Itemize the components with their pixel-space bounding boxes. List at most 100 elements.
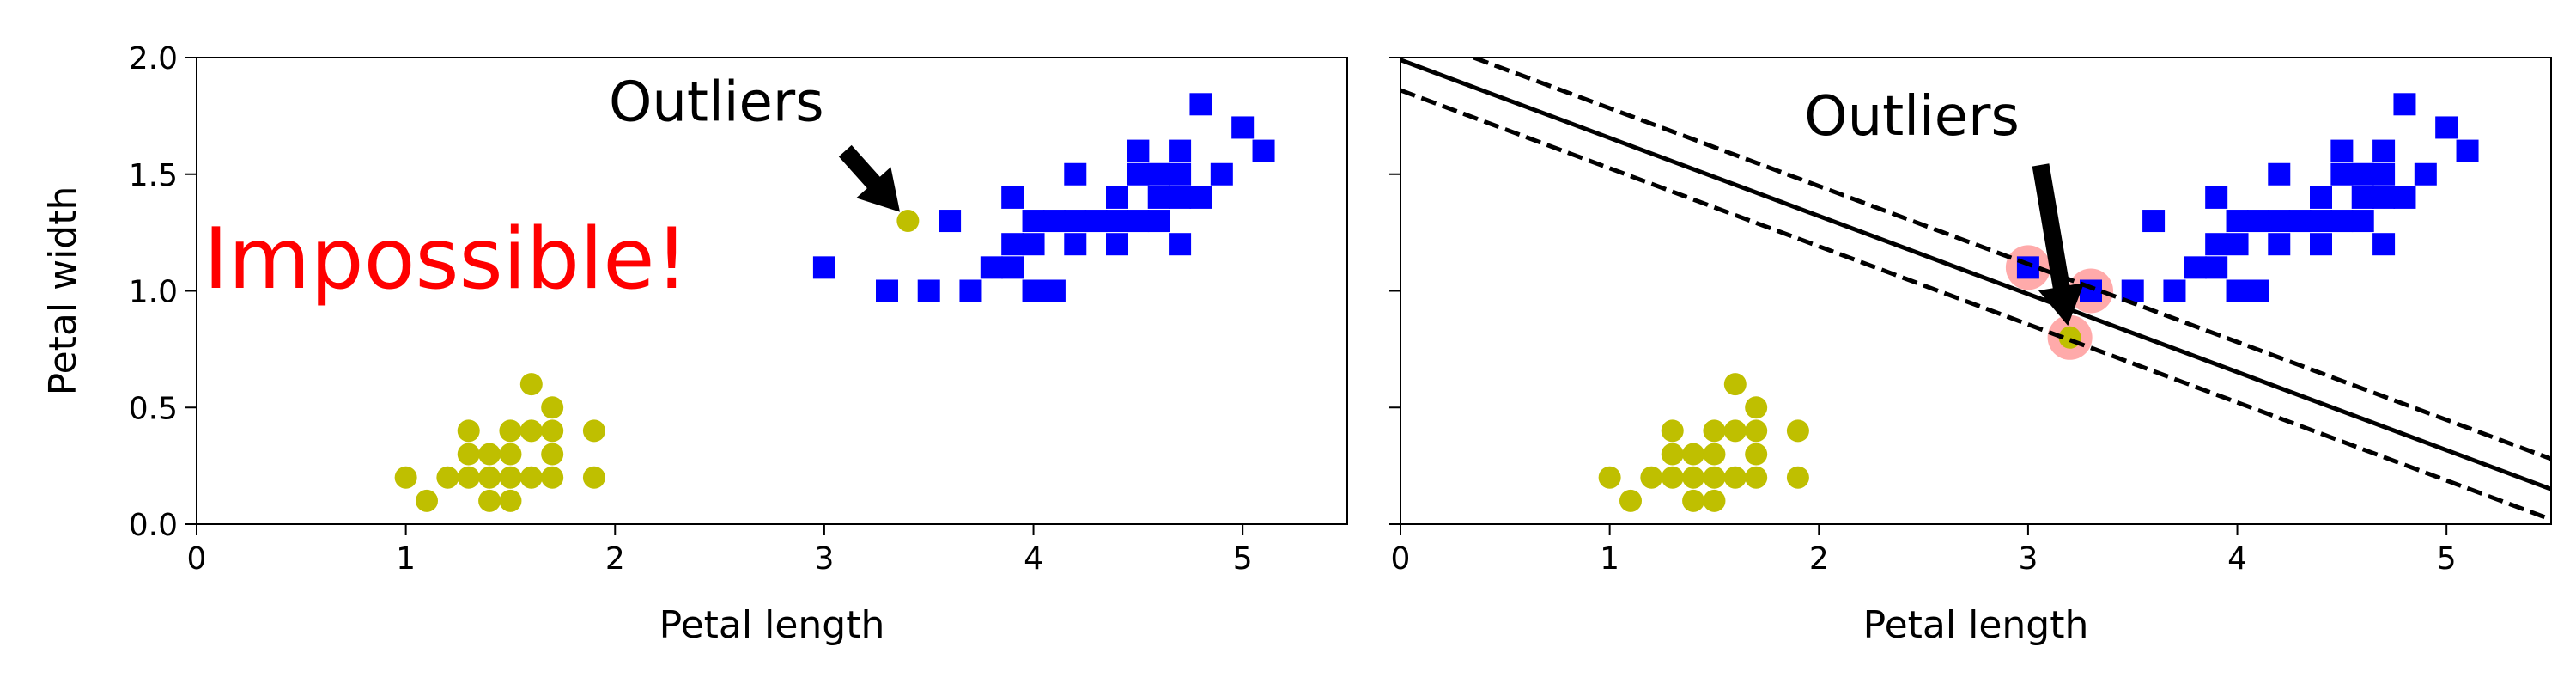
square-point [2142,210,2166,233]
square-point [917,279,940,302]
square-point [2288,210,2312,233]
panel: 0 1 2 3 4 5 Petal length Outliers [1389,57,2552,647]
x-tick-label: 5 [2437,541,2457,577]
plot-area [394,93,1275,512]
square-point [2163,279,2186,302]
square-point [2268,162,2291,186]
square-point [2435,116,2458,139]
square-point [1127,162,1150,186]
square-point [1022,233,1045,256]
circle-point [1682,489,1705,512]
circle-point [1745,443,1768,466]
circle-point [478,489,501,512]
square-point [2330,210,2354,233]
square-point [2351,210,2374,233]
square-point [1189,93,1212,116]
circle-point [519,466,543,489]
x-tick-label: 2 [1809,541,1829,577]
x-tick-label: 1 [1600,541,1619,577]
circle-point [457,466,480,489]
square-point [2268,233,2291,256]
circle-point [1703,443,1726,466]
axes-frame [196,57,1348,525]
square-point [1231,116,1255,139]
circle-point [499,489,522,512]
circle-point [1745,396,1768,419]
x-tick-label: 1 [396,541,416,577]
circle-point [1723,466,1747,489]
square-point [2372,139,2396,162]
circle-point [1598,466,1621,489]
circle-point [1703,466,1726,489]
square-point [980,256,1003,279]
circle-point [1619,489,1642,512]
square-point [1064,233,1087,256]
circle-point [499,466,522,489]
square-point [876,279,898,302]
annotation-text: Outliers [1804,85,2020,149]
square-point [2351,186,2374,209]
circle-point [519,419,543,443]
square-point [1064,162,1087,186]
square-point [2205,233,2228,256]
boundary-line [1400,58,2551,491]
circle-point [1703,489,1726,512]
boundary-line [1473,58,2551,461]
square-point [2226,233,2249,256]
panel: 0 1 2 3 4 5 0.0 0.5 1.0 1.5 2.0 Petal length Petal w… [41,41,1348,647]
square-point [1022,279,1045,302]
y-tick-label: 1.0 [129,275,178,310]
circle-point [416,489,438,512]
square-point [1127,139,1150,162]
axes-frame [1400,57,2552,525]
circle-point [1682,443,1705,466]
square-point [1169,139,1192,162]
square-point [1042,279,1066,302]
circle-point [457,419,480,443]
square-point [2393,186,2416,209]
plot-area [1400,58,2551,522]
note-text: Impossible! [204,211,689,308]
circle-point [1703,419,1726,443]
square-point [1084,210,1108,233]
square-point [2246,210,2269,233]
x-axis-label: Petal length [1863,603,2089,647]
square-point [1147,210,1170,233]
circle-point [1723,419,1747,443]
square-point [2310,186,2332,209]
square-point [939,210,962,233]
circle-point [394,466,417,489]
circle-point [1786,419,1809,443]
square-point [1001,256,1024,279]
circle-point [478,466,501,489]
x-tick-label: 3 [2018,541,2038,577]
square-point [2268,210,2291,233]
circle-point [896,210,920,233]
square-point [1169,233,1192,256]
circle-point [1661,443,1684,466]
square-point [2456,139,2479,162]
circle-point [1723,373,1747,396]
x-tick-label: 4 [1024,541,1043,577]
boundary-line [1400,88,2551,522]
square-point [1147,186,1170,209]
square-point [2310,210,2332,233]
circle-point [1661,466,1684,489]
square-point [1147,162,1170,186]
y-tick-label: 0.0 [129,508,178,543]
square-point [2393,93,2416,116]
y-axis-label: Petal width [41,186,85,396]
circle-point [1682,466,1705,489]
circle-point [1745,419,1768,443]
y-tick-label: 0.5 [129,391,178,426]
square-point [1022,210,1045,233]
square-point [1106,186,1128,209]
square-point [1127,210,1150,233]
y-tick-label: 1.5 [129,158,178,193]
square-point [1210,162,1233,186]
circle-point [519,373,543,396]
circle-point [1661,419,1684,443]
square-point [1106,233,1128,256]
annotation-text: Outliers [609,71,824,135]
square-point [2351,162,2374,186]
